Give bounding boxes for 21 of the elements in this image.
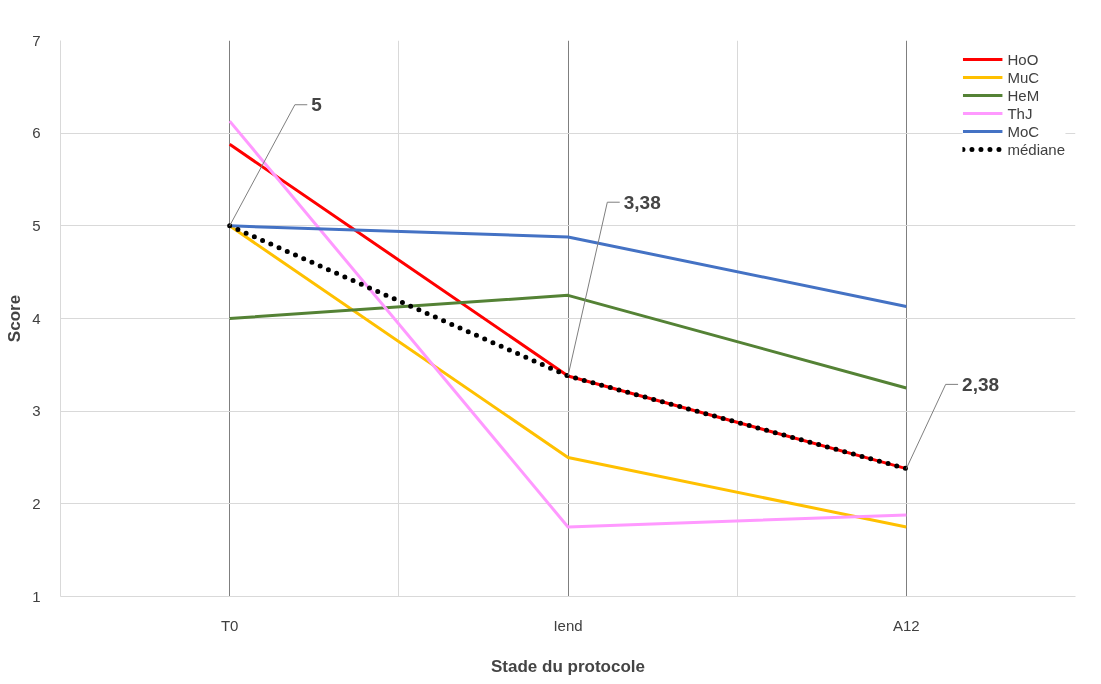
legend-label: MuC: [1007, 68, 1040, 86]
x-axis-title: Stade du protocole: [491, 656, 645, 676]
legend-label: HeM: [1007, 86, 1040, 104]
annotation: 2,38: [962, 373, 1000, 395]
legend-label: MoC: [1007, 122, 1040, 140]
y-axis-title: Score: [5, 294, 25, 343]
x-tick-label: T0: [220, 616, 239, 634]
y-tick-label: 5: [32, 216, 41, 234]
annotation: 3,38: [623, 191, 661, 213]
x-tick-label: Iend: [553, 616, 583, 634]
x-tick-label: A12: [892, 616, 920, 634]
y-tick-label: 6: [32, 124, 41, 142]
legend-label: médiane: [1007, 140, 1065, 158]
y-tick-label: 2: [32, 494, 41, 512]
y-tick-label: 1: [32, 587, 41, 605]
y-tick-label: 7: [32, 31, 41, 49]
legend-label: ThJ: [1007, 104, 1033, 122]
y-tick-label: 4: [32, 309, 41, 327]
annotation: 5: [311, 94, 323, 116]
legend-label: HoO: [1007, 50, 1039, 68]
y-tick-label: 3: [32, 402, 41, 420]
